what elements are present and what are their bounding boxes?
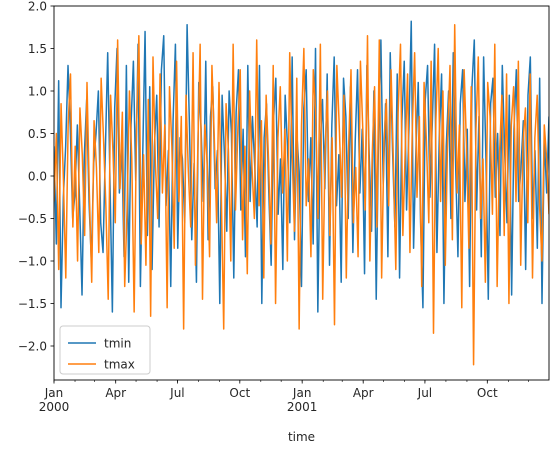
legend-label-tmin: tmin — [104, 337, 131, 351]
series-line-tmax — [54, 23, 549, 366]
y-tick-label: −0.5 — [18, 212, 47, 226]
x-tick-label: Apr — [105, 386, 126, 400]
legend-box — [59, 325, 151, 375]
x-tick-label: Jan — [44, 386, 64, 400]
legend-label-tmax: tmax — [104, 358, 135, 372]
x-tick-label: Jan — [292, 386, 312, 400]
x-tick-label: Oct — [477, 386, 498, 400]
x-tick-label: Jul — [417, 386, 432, 400]
x-tick-label: Jul — [169, 386, 184, 400]
plot-frame — [53, 5, 550, 381]
y-tick-label: 0.5 — [28, 127, 47, 141]
x-tick-label: Apr — [353, 386, 374, 400]
x-tick-year-label: 2000 — [39, 400, 70, 414]
y-tick-label: 0.0 — [28, 169, 47, 183]
x-tick-year-label: 2001 — [287, 400, 318, 414]
y-tick-label: −1.0 — [18, 254, 47, 268]
plot-area — [54, 6, 549, 380]
x-tick-label: Oct — [229, 386, 250, 400]
legend: tmin tmax — [59, 325, 151, 375]
y-tick-label: −1.5 — [18, 297, 47, 311]
y-tick-label: 1.5 — [28, 42, 47, 56]
y-tick-label: 1.0 — [28, 84, 47, 98]
y-tick-label: 2.0 — [28, 0, 47, 13]
x-axis-label: time — [288, 430, 315, 444]
y-tick-label: −2.0 — [18, 339, 47, 353]
